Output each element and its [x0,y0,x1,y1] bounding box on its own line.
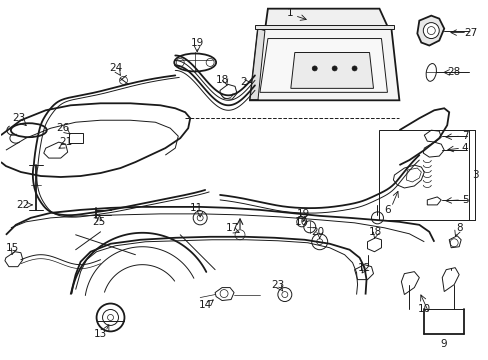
Text: 2: 2 [240,77,247,87]
Polygon shape [260,39,386,92]
Polygon shape [249,28,264,100]
Polygon shape [254,24,394,28]
Text: 22: 22 [16,200,29,210]
Text: 1: 1 [286,8,292,18]
Text: 19: 19 [190,37,203,48]
Text: 26: 26 [56,123,69,133]
Text: 5: 5 [461,195,468,205]
Text: 15: 15 [6,243,20,253]
Text: 23: 23 [12,113,25,123]
Text: 4: 4 [461,143,468,153]
Text: 8: 8 [455,223,462,233]
Text: 18: 18 [215,75,228,85]
Text: 16: 16 [295,217,308,227]
Text: 20: 20 [310,227,324,237]
Text: 24: 24 [109,63,122,73]
Text: 10: 10 [417,305,430,315]
Text: 27: 27 [464,28,477,37]
Circle shape [312,66,317,71]
Text: 18: 18 [368,227,381,237]
Text: 6: 6 [384,205,390,215]
Circle shape [331,66,336,71]
Text: 28: 28 [447,67,460,77]
Text: 7: 7 [461,131,468,141]
Text: 11: 11 [189,203,203,213]
Text: 17: 17 [225,223,238,233]
Polygon shape [249,28,399,100]
Text: 13: 13 [94,329,107,339]
Text: 9: 9 [439,339,446,349]
Text: 3: 3 [471,170,477,180]
Text: 23: 23 [271,280,284,289]
Text: 25: 25 [92,217,105,227]
Circle shape [423,23,438,39]
Text: 21: 21 [59,137,72,147]
Text: 14: 14 [198,300,211,310]
Polygon shape [416,15,443,45]
Text: 19: 19 [297,209,310,219]
Circle shape [351,66,356,71]
Text: 12: 12 [357,263,370,273]
Polygon shape [290,53,373,88]
Polygon shape [264,9,388,31]
